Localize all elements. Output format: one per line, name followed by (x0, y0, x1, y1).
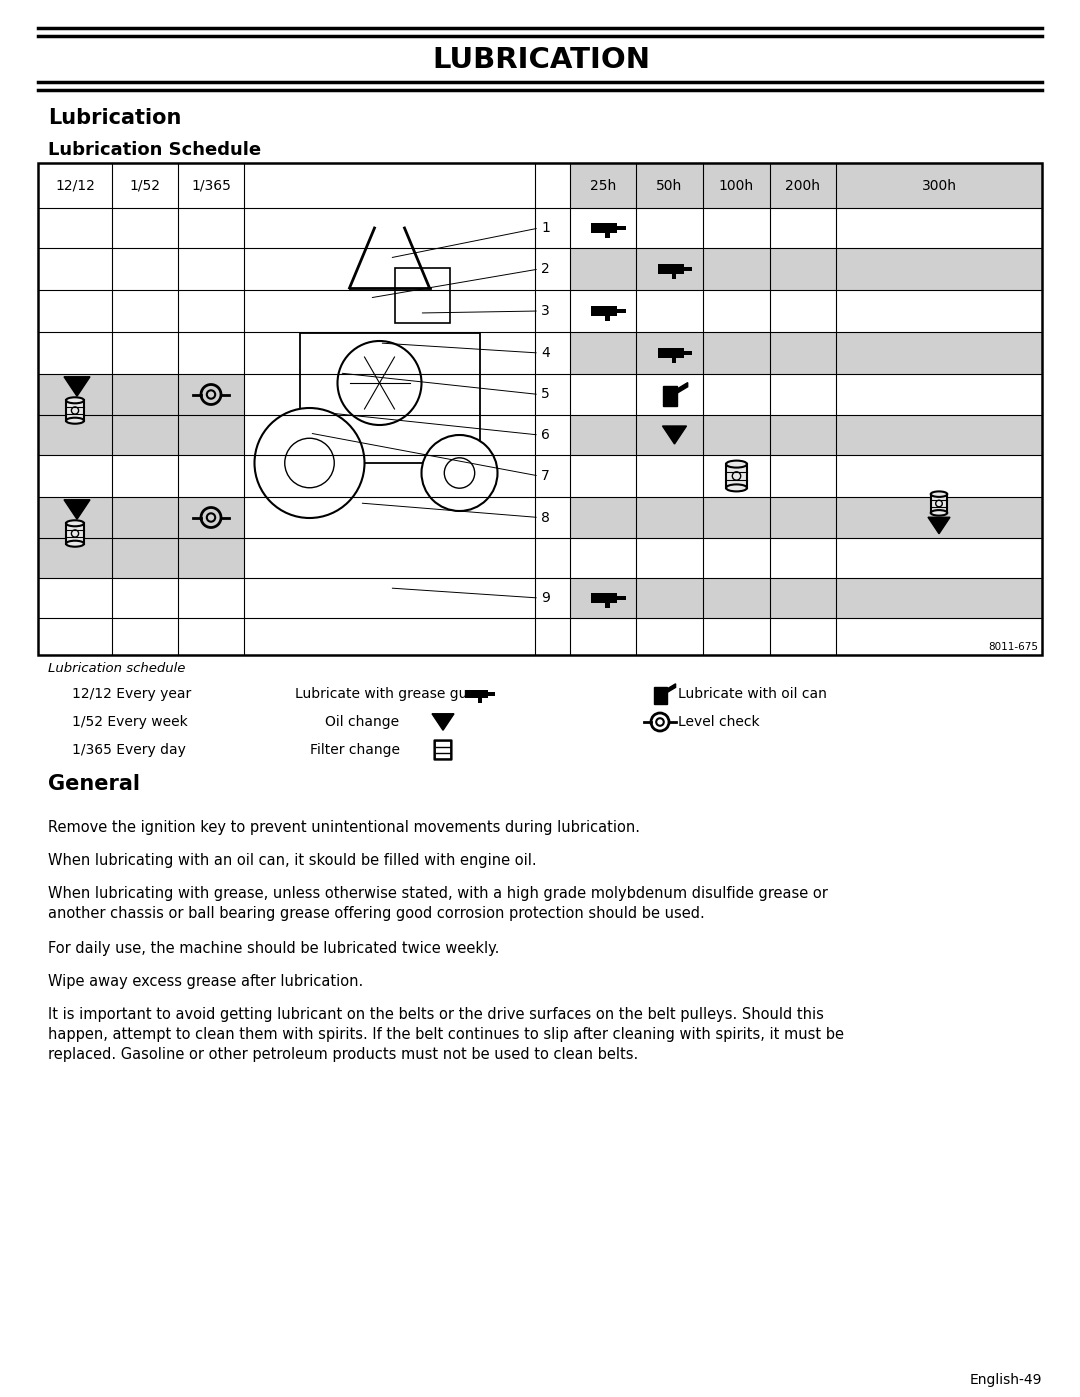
Bar (38, 163, 1042, 655)
Bar (465, 690, 488, 698)
Text: Lubrication Schedule: Lubrication Schedule (48, 141, 261, 159)
Text: 4: 4 (541, 346, 550, 360)
Bar (617, 595, 625, 601)
Bar (570, 249, 1042, 291)
Text: replaced. Gasoline or other petroleum products must not be used to clean belts.: replaced. Gasoline or other petroleum pr… (48, 1046, 638, 1062)
Text: 9: 9 (541, 591, 550, 605)
Polygon shape (662, 386, 677, 407)
Text: 8: 8 (541, 510, 550, 524)
Bar (394, 268, 449, 323)
Ellipse shape (726, 461, 747, 468)
Polygon shape (432, 714, 454, 731)
Text: 300h: 300h (921, 179, 957, 193)
Bar (477, 698, 482, 703)
Polygon shape (662, 426, 687, 444)
Text: 7: 7 (541, 469, 550, 483)
Text: LUBRICATION: LUBRICATION (432, 46, 650, 74)
Bar (606, 233, 610, 237)
Text: When lubricating with grease, unless otherwise stated, with a high grade molybde: When lubricating with grease, unless oth… (48, 886, 828, 901)
Polygon shape (64, 377, 90, 397)
Bar (684, 267, 692, 271)
Bar (726, 464, 747, 488)
Bar (591, 224, 617, 233)
Polygon shape (928, 517, 950, 534)
Text: 1/52 Every week: 1/52 Every week (72, 715, 188, 729)
Text: 1/365: 1/365 (191, 179, 231, 193)
Bar (66, 524, 84, 543)
Text: Lubricate with oil can: Lubricate with oil can (678, 687, 827, 701)
Bar (591, 306, 617, 316)
Ellipse shape (66, 418, 84, 423)
Text: When lubricating with an oil can, it skould be filled with engine oil.: When lubricating with an oil can, it sko… (48, 854, 537, 868)
Text: 5: 5 (541, 387, 550, 401)
Text: 50h: 50h (657, 179, 683, 193)
Text: 3: 3 (541, 305, 550, 319)
Ellipse shape (66, 520, 84, 527)
Text: General: General (48, 774, 140, 793)
Bar (299, 332, 480, 462)
Bar (617, 226, 625, 231)
Bar (570, 332, 1042, 374)
Polygon shape (677, 383, 688, 393)
Bar (658, 348, 684, 358)
Bar (672, 358, 676, 363)
Circle shape (255, 408, 365, 518)
Text: 1/365 Every day: 1/365 Every day (72, 743, 186, 757)
Text: Lubrication schedule: Lubrication schedule (48, 662, 186, 675)
Bar (606, 602, 610, 608)
Bar (672, 274, 676, 279)
Text: another chassis or ball bearing grease offering good corrosion protection should: another chassis or ball bearing grease o… (48, 907, 705, 921)
Text: 12/12 Every year: 12/12 Every year (72, 687, 191, 701)
Bar (38, 538, 244, 578)
Text: 100h: 100h (719, 179, 754, 193)
Text: happen, attempt to clean them with spirits. If the belt continues to slip after : happen, attempt to clean them with spiri… (48, 1027, 843, 1042)
Bar (684, 351, 692, 355)
Polygon shape (666, 683, 676, 693)
Bar (931, 495, 947, 513)
Text: Filter change: Filter change (310, 743, 400, 757)
Bar (570, 497, 1042, 538)
Bar (570, 578, 1042, 617)
Ellipse shape (726, 485, 747, 492)
Bar (246, 208, 534, 617)
Bar (38, 374, 244, 415)
Text: 1/52: 1/52 (130, 179, 161, 193)
Text: Wipe away excess grease after lubrication.: Wipe away excess grease after lubricatio… (48, 974, 363, 989)
Ellipse shape (931, 510, 947, 515)
Polygon shape (64, 500, 90, 520)
Text: 25h: 25h (590, 179, 616, 193)
Bar (570, 163, 1042, 208)
Text: 1: 1 (541, 221, 550, 235)
Text: 6: 6 (541, 427, 550, 441)
Text: It is important to avoid getting lubricant on the belts or the drive surfaces on: It is important to avoid getting lubrica… (48, 1007, 824, 1023)
Text: Lubrication: Lubrication (48, 108, 181, 129)
Text: Lubricate with grease gun: Lubricate with grease gun (295, 687, 476, 701)
Bar (38, 497, 244, 538)
Text: 2: 2 (541, 263, 550, 277)
Text: Remove the ignition key to prevent unintentional movements during lubrication.: Remove the ignition key to prevent unint… (48, 820, 640, 835)
Text: Level check: Level check (678, 715, 759, 729)
Text: For daily use, the machine should be lubricated twice weekly.: For daily use, the machine should be lub… (48, 942, 499, 956)
Bar (658, 264, 684, 274)
Text: English-49: English-49 (970, 1373, 1042, 1387)
Bar (617, 309, 625, 313)
Ellipse shape (931, 492, 947, 497)
Ellipse shape (66, 541, 84, 546)
Ellipse shape (66, 397, 84, 404)
Bar (488, 692, 495, 696)
Bar (38, 415, 244, 455)
Bar (606, 316, 610, 321)
Bar (570, 415, 1042, 455)
Text: 12/12: 12/12 (55, 179, 95, 193)
Text: 200h: 200h (785, 179, 821, 193)
FancyBboxPatch shape (434, 740, 451, 760)
Circle shape (421, 434, 498, 511)
Text: 8011-675: 8011-675 (988, 643, 1038, 652)
Polygon shape (654, 687, 666, 704)
Bar (591, 594, 617, 604)
Text: Oil change: Oil change (325, 715, 400, 729)
Bar (66, 401, 84, 420)
